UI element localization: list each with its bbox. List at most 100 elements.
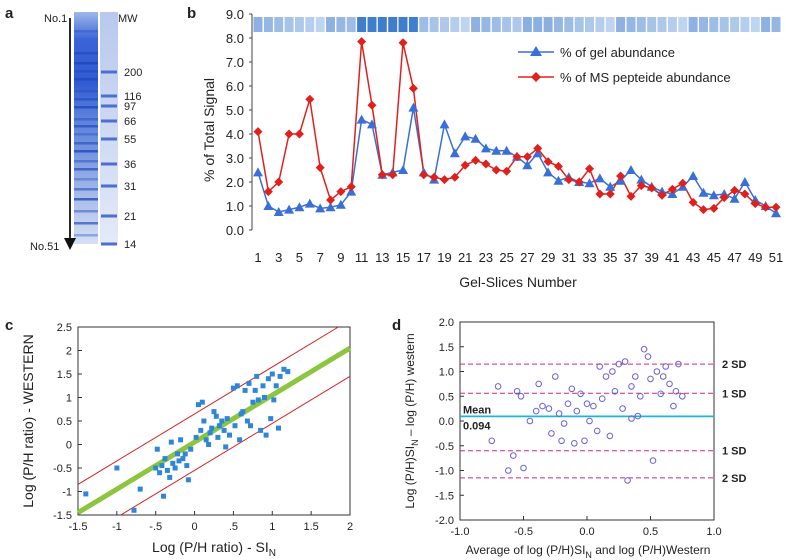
gel-slice: [595, 17, 605, 32]
b-x-tick-label: 33: [582, 250, 596, 265]
b-x-tick-label: 41: [665, 250, 679, 265]
d-data-point: [598, 395, 606, 403]
d-data-point: [628, 415, 635, 422]
c-data-point: [254, 373, 260, 379]
b-x-tick-label: 23: [479, 250, 493, 265]
d-data-point: [596, 363, 604, 370]
ms-abundance-point: [408, 83, 418, 93]
gel-slice: [481, 17, 491, 32]
d-data-point: [637, 393, 644, 400]
b-y-axis-label: % of Total Signal: [201, 78, 217, 182]
gel-slice: [533, 17, 543, 32]
gel-slice: [740, 17, 750, 32]
gel-band: [74, 78, 98, 81]
gel-band: [74, 118, 98, 121]
gel-slice: [647, 17, 657, 32]
ms-abundance-point: [481, 159, 491, 169]
gel-abundance-point: [584, 178, 595, 188]
gel-slice: [471, 17, 481, 32]
ms-abundance-point: [502, 166, 512, 176]
c-data-point: [162, 456, 168, 462]
gel-slice: [357, 17, 367, 32]
c-data-point: [265, 376, 271, 382]
b-y-tick-label: 3.0: [226, 151, 244, 166]
c-x-tick-label: 0: [192, 521, 198, 533]
ms-abundance-point: [429, 172, 439, 182]
c-data-point: [227, 432, 232, 438]
b-x-tick-label: 3: [275, 250, 282, 265]
ms-abundance-point: [471, 155, 481, 165]
c-data-point: [273, 383, 279, 389]
d-data-point: [621, 358, 629, 365]
b-y-tick-label: 8.0: [226, 31, 244, 46]
gel-abundance-point: [315, 203, 326, 213]
ms-abundance-point: [263, 187, 273, 197]
c-data-point: [157, 470, 163, 476]
legend-gel-marker: [530, 46, 542, 56]
c-data-point: [211, 409, 217, 415]
d-data-point: [590, 402, 597, 410]
gel-slice-strip: [253, 17, 781, 32]
upper-prediction-band: [77, 326, 339, 485]
c-x-tick-label: -.5: [149, 521, 162, 533]
c-points: [83, 366, 291, 513]
ms-abundance-point: [730, 185, 740, 195]
b-y-tick-label: 5.0: [226, 103, 244, 118]
c-data-point: [159, 463, 165, 469]
gel-slice: [377, 17, 387, 32]
d-data-point: [510, 452, 517, 459]
gel-slice: [388, 17, 398, 32]
gel-slice: [719, 17, 729, 32]
c-data-point: [83, 491, 89, 497]
sd-label: 1 SD: [722, 446, 747, 458]
c-x-tick-label: -1.5: [69, 521, 88, 533]
d-data-point: [560, 420, 568, 427]
d-data-point: [583, 400, 591, 408]
ms-abundance-point: [709, 203, 719, 213]
ms-abundance-point: [491, 165, 501, 175]
gel-band: [74, 198, 98, 201]
b-x-tick-label: 19: [437, 250, 451, 265]
gel-abundance-point: [625, 165, 636, 174]
d-data-point: [593, 427, 601, 435]
c-data-point: [271, 397, 277, 403]
gel-slice: [636, 17, 646, 32]
gel-abundance-point: [449, 148, 460, 158]
ms-abundance-point: [512, 152, 522, 162]
b-x-tick-label: 31: [562, 250, 576, 265]
c-data-point: [168, 439, 174, 445]
gel-abundance-point: [325, 202, 336, 212]
d-x-tick-label: 0.0: [579, 526, 594, 538]
gel-band: [74, 90, 98, 93]
c-data-point: [242, 387, 248, 393]
gel-band: [74, 125, 98, 128]
d-data-point: [634, 412, 642, 420]
gel-slice: [574, 17, 584, 32]
gel-abundance-point: [470, 133, 481, 143]
marker-band: [101, 70, 117, 74]
gel-slice: [667, 17, 677, 32]
ms-abundance-point: [761, 202, 771, 212]
b-y-ticks: 0.0 1.0 2.0 3.0 4.0 5.0 6.0 7.0 8.0 9.0: [226, 7, 252, 238]
mw-label: 31: [124, 181, 136, 193]
c-data-point: [170, 460, 176, 466]
b-x-tick-label: 1: [254, 250, 261, 265]
gel-abundance-point: [708, 190, 719, 200]
c-data-point: [176, 458, 182, 464]
gel-abundance-point: [522, 160, 533, 170]
gel-slice: [626, 17, 636, 32]
c-data-point: [252, 387, 258, 393]
c-data-point: [207, 430, 213, 436]
d-data-point: [649, 457, 657, 464]
b-x-tick-label: 45: [707, 250, 721, 265]
d-x-tick-label: -0.5: [514, 526, 533, 538]
legend-ms-text: % of MS pepteide abundance: [560, 70, 731, 85]
c-data-point: [219, 418, 225, 424]
gel-slice: [616, 17, 626, 32]
c-x-tick-label: 2: [347, 521, 353, 533]
c-data-point: [269, 371, 275, 377]
d-data-point: [672, 388, 680, 395]
d-data-point: [520, 464, 527, 472]
d-y-tick-label: 1.0: [439, 367, 454, 379]
gel-abundance-point: [356, 114, 367, 124]
